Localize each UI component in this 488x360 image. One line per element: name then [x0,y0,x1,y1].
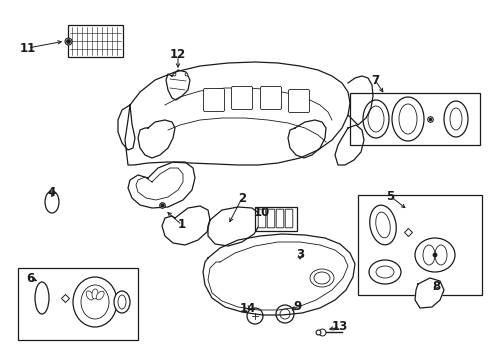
Ellipse shape [398,104,416,134]
Ellipse shape [118,295,126,309]
Text: 1: 1 [178,219,185,231]
Ellipse shape [96,291,104,300]
Ellipse shape [414,238,454,272]
Ellipse shape [35,282,49,314]
Text: 8: 8 [431,280,439,293]
Ellipse shape [367,106,383,132]
Ellipse shape [375,266,393,278]
Ellipse shape [309,269,333,287]
Text: 14: 14 [239,302,256,315]
Ellipse shape [368,260,400,284]
Ellipse shape [45,191,59,213]
FancyBboxPatch shape [276,209,283,228]
Text: 13: 13 [331,320,347,333]
Text: 12: 12 [169,49,186,62]
Ellipse shape [362,100,388,138]
Bar [254,207,296,231]
Text: 10: 10 [253,207,269,220]
FancyBboxPatch shape [288,90,309,112]
Ellipse shape [434,245,446,265]
Text: 11: 11 [20,41,36,54]
Bar [357,195,481,295]
FancyBboxPatch shape [258,209,265,228]
Text: 3: 3 [295,248,304,261]
Ellipse shape [280,309,289,319]
Bar [18,268,138,340]
FancyBboxPatch shape [260,86,281,109]
Text: 7: 7 [370,73,378,86]
Ellipse shape [81,285,109,319]
Bar [349,93,479,145]
FancyBboxPatch shape [203,89,224,112]
Ellipse shape [449,108,461,130]
Text: 5: 5 [385,189,393,202]
Ellipse shape [114,291,130,313]
FancyBboxPatch shape [266,209,274,228]
Ellipse shape [369,205,395,245]
Ellipse shape [422,245,434,265]
Text: 6: 6 [26,271,34,284]
Ellipse shape [375,212,389,238]
Ellipse shape [92,289,98,299]
Ellipse shape [275,305,293,323]
Ellipse shape [391,97,423,141]
Ellipse shape [313,272,329,284]
Ellipse shape [73,277,117,327]
FancyBboxPatch shape [285,209,292,228]
Ellipse shape [86,291,93,300]
Ellipse shape [246,308,263,324]
FancyBboxPatch shape [231,86,252,109]
Text: 9: 9 [292,301,301,314]
Ellipse shape [443,101,467,137]
Text: 4: 4 [48,186,56,199]
Polygon shape [414,278,443,308]
Ellipse shape [432,253,436,257]
Text: 2: 2 [238,192,245,204]
Bar [68,25,123,57]
